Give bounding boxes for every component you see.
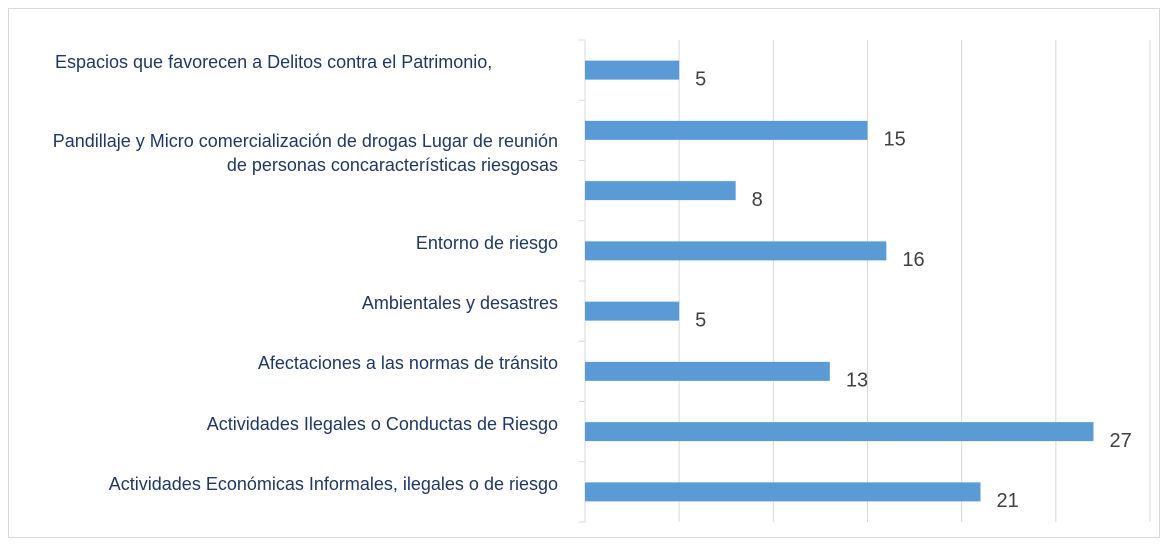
bar	[585, 181, 736, 201]
category-label: Actividades Económicas Informales, ilega…	[108, 473, 558, 494]
value-label: 27	[1110, 430, 1132, 452]
bar	[585, 482, 981, 502]
category-label: Entorno de riesgo	[415, 232, 558, 253]
category-label: Pandillaje y Micro comercialización de d…	[52, 130, 558, 175]
value-label: 8	[752, 189, 763, 211]
value-label: 5	[695, 309, 706, 331]
category-label: Ambientales y desastres	[361, 293, 558, 314]
bar	[585, 60, 680, 80]
bar	[585, 422, 1094, 442]
value-label: 5	[695, 68, 706, 90]
category-label: Espacios que favorecen a Delitos contra …	[55, 52, 493, 73]
bar	[585, 120, 868, 140]
value-label: 13	[846, 370, 868, 392]
bar	[585, 301, 680, 321]
category-label: Afectaciones a las normas de tránsito	[257, 353, 558, 374]
bar	[585, 241, 887, 261]
chart-frame	[8, 8, 1160, 538]
value-label: 15	[884, 129, 906, 151]
bar	[585, 361, 830, 381]
category-label: Actividades Ilegales o Conductas de Ries…	[206, 413, 558, 434]
value-label: 16	[902, 249, 924, 271]
value-label: 21	[997, 490, 1019, 512]
